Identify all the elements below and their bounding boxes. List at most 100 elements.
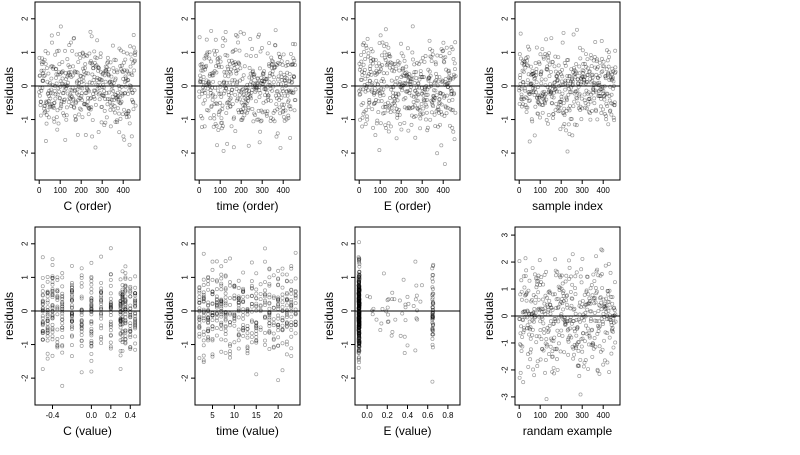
residual-point (276, 295, 281, 300)
residual-point (424, 110, 429, 115)
residual-point (381, 71, 386, 76)
residual-point (218, 84, 223, 89)
residual-point (98, 83, 103, 87)
residual-point (289, 323, 294, 327)
residual-point (89, 299, 94, 304)
residual-point (437, 110, 441, 115)
residual-point (118, 64, 123, 68)
residual-point (54, 72, 59, 77)
residual-point (227, 62, 232, 67)
residual-point (45, 327, 50, 332)
residual-point (418, 299, 423, 304)
residual-point (60, 295, 65, 300)
residual-point (99, 290, 104, 294)
residual-point (86, 88, 91, 93)
residual-point (206, 315, 211, 320)
residual-point (228, 302, 232, 307)
residual-point (589, 317, 593, 321)
residual-point (60, 291, 65, 296)
residual-point (400, 66, 405, 71)
residual-point (82, 102, 87, 107)
residual-point (202, 124, 207, 129)
residual-point (356, 344, 361, 349)
residual-point (212, 48, 217, 53)
residual-point (130, 99, 135, 104)
residual-point (83, 65, 87, 70)
residual-point (133, 322, 138, 327)
residual-point (414, 98, 419, 103)
residual-point (201, 343, 206, 348)
residual-point (361, 62, 366, 67)
residual-point (413, 88, 418, 93)
residual-point (89, 298, 94, 303)
residual-point (362, 67, 367, 72)
residual-point (40, 322, 45, 326)
x-tick-label: 100 (214, 186, 228, 195)
residual-point (288, 107, 293, 112)
residual-point (200, 91, 205, 96)
residual-point (101, 93, 106, 98)
residual-point (264, 113, 269, 118)
residual-point (375, 118, 380, 123)
residual-point (254, 271, 259, 276)
residual-point (272, 108, 277, 113)
residual-point (411, 72, 416, 77)
residual-point (546, 113, 551, 117)
residual-point (286, 98, 291, 103)
residual-point (363, 89, 368, 94)
residual-point (357, 260, 362, 265)
residual-point (569, 90, 574, 95)
residual-point (50, 275, 55, 280)
residual-point (49, 33, 54, 38)
residual-point (411, 94, 416, 99)
residual-point (69, 343, 74, 348)
y-tick-label: 1 (341, 275, 350, 280)
residual-point (254, 321, 259, 326)
residual-point (133, 293, 138, 298)
residual-point (219, 126, 224, 131)
residual-point (133, 300, 138, 305)
residual-point (582, 78, 587, 83)
residual-point (57, 96, 62, 101)
residual-point (50, 313, 55, 317)
residual-point (70, 48, 75, 53)
residual-point (434, 109, 439, 114)
residual-point (60, 301, 65, 306)
residual-point (123, 305, 128, 310)
residual-point (120, 297, 125, 302)
residual-point (421, 75, 426, 79)
residual-point (382, 50, 387, 55)
residual-point (210, 292, 215, 297)
residual-point (257, 66, 262, 71)
residual-point (526, 364, 531, 369)
residual-point (101, 71, 105, 76)
residual-point (518, 73, 523, 77)
residual-point (428, 117, 433, 122)
residual-point (390, 297, 395, 302)
residual-point (424, 93, 429, 97)
residual-point (594, 109, 599, 114)
residual-point (566, 122, 571, 127)
residual-point (357, 303, 362, 308)
residual-point (133, 320, 138, 325)
residual-point (405, 74, 410, 79)
residual-point (197, 286, 202, 290)
residual-point (571, 307, 576, 312)
residual-point (571, 32, 576, 37)
residual-point (373, 100, 378, 105)
residual-point (584, 79, 589, 84)
y-tick-label: 2 (341, 241, 350, 246)
residual-point (86, 105, 91, 110)
residual-point (112, 57, 117, 62)
residual-point (266, 93, 271, 98)
residual-point (356, 279, 361, 284)
residual-point (585, 79, 590, 84)
residual-point (254, 323, 259, 328)
residual-point (120, 337, 125, 342)
residual-point (253, 89, 258, 94)
residual-point (249, 76, 254, 81)
residual-point (206, 282, 211, 287)
residual-point (289, 266, 294, 271)
residual-point (116, 99, 121, 104)
